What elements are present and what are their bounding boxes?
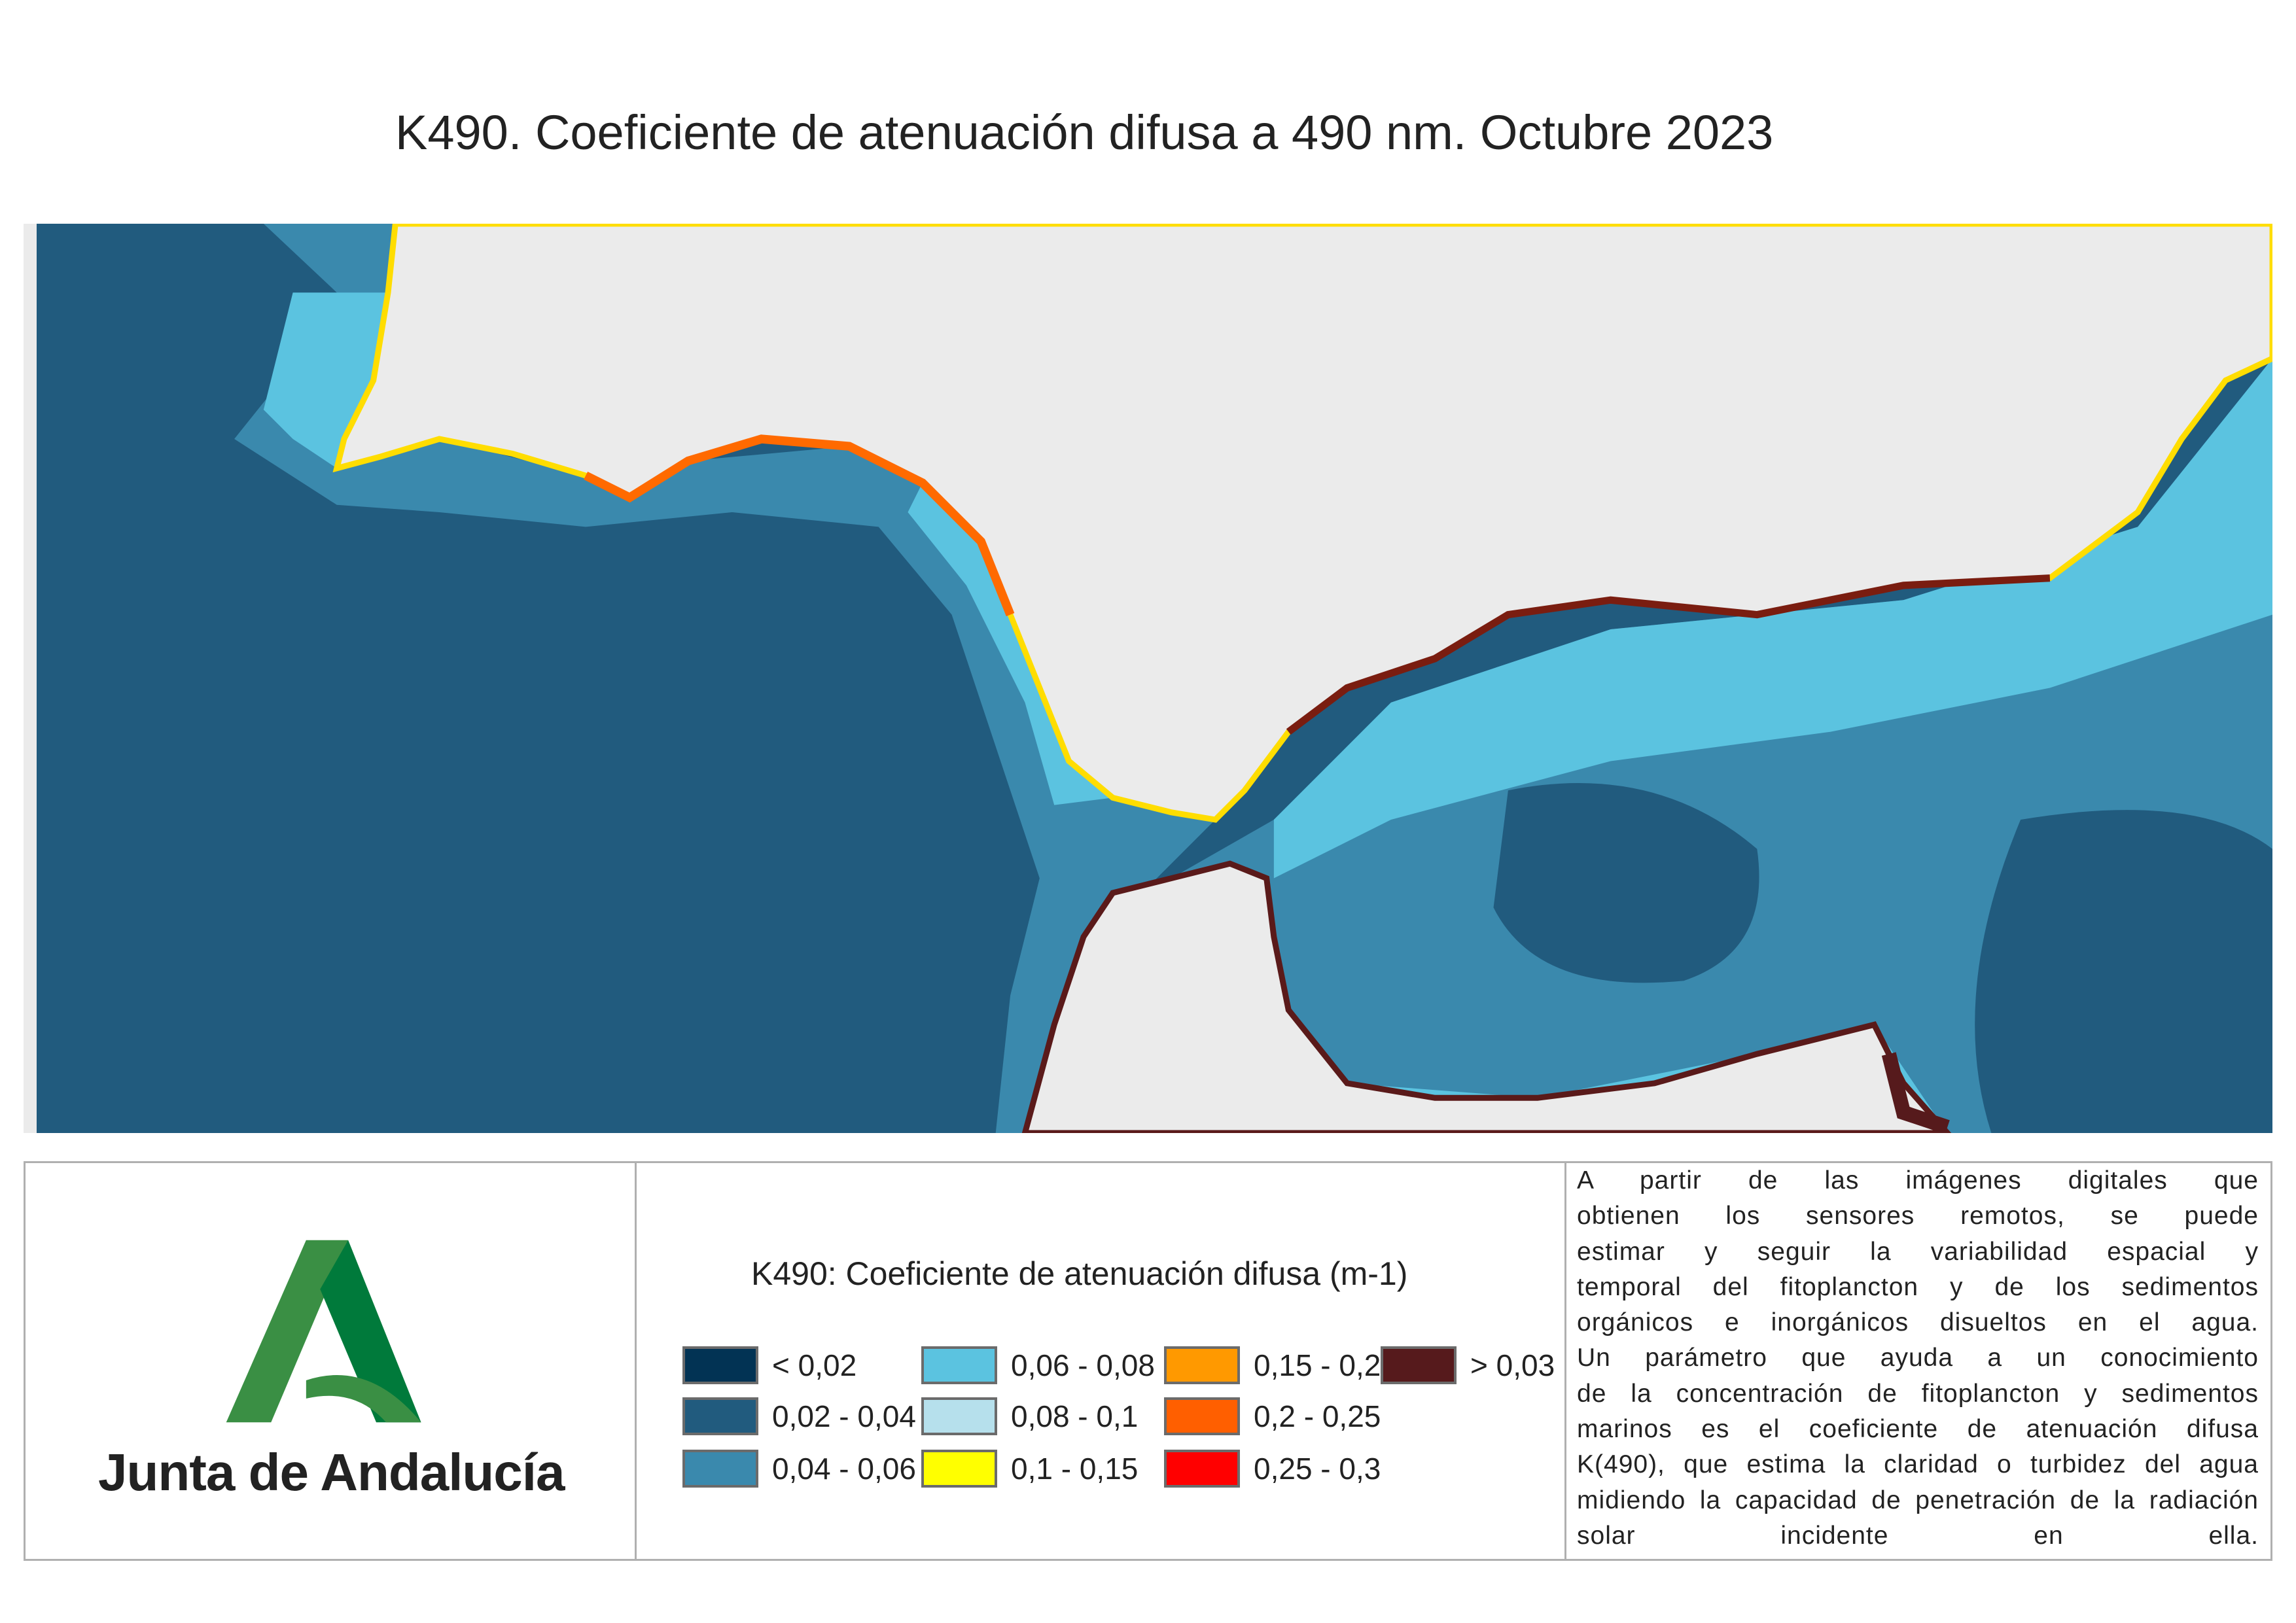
description-line: temporal del fitoplancton y de los sedim… [1577,1272,2259,1301]
description-line: estimar y seguir la variabilidad espacia… [1577,1237,2259,1266]
legend-label: 0,08 - 0,1 [1011,1399,1139,1433]
turbid-coast [1286,574,2051,735]
legend-swatch [682,1450,758,1488]
shelf-region [1273,358,2272,879]
description-line: obtienen los sensores remotos, se puede [1577,1202,2259,1230]
description-line: marinos es el coeficiente de atenuación … [1577,1415,2259,1444]
legend-label: < 0,02 [772,1348,857,1382]
logo-text: Junta de Andalucía [98,1443,565,1501]
info-panel [24,1161,2272,1561]
map-title: K490. Coeficiente de atenuación difusa a… [395,105,1774,160]
legend-label: 0,02 - 0,04 [772,1399,916,1433]
deep-patch [1493,783,1759,983]
legend-swatch [1164,1450,1240,1488]
map-canvas [37,224,2272,1133]
legend-label: 0,15 - 0,2 [1254,1348,1381,1382]
shelf-region [263,292,389,468]
legend-label: 0,06 - 0,08 [1011,1348,1155,1382]
divider [1564,1163,1566,1559]
legend-swatch [1164,1346,1240,1384]
legend-swatch [921,1450,997,1488]
turbid-coast [1881,1052,1950,1133]
land-north [332,224,2272,823]
legend-swatch [921,1397,997,1435]
description-text: A partir de las imágenes digitales que o… [1577,1163,2259,1554]
legend-label: 0,2 - 0,25 [1254,1399,1381,1433]
shelf-region [908,483,1113,805]
junta-logo-icon [226,1240,421,1423]
description-line: A partir de las imágenes digitales que [1577,1166,2259,1195]
legend-swatch [1381,1346,1457,1384]
legend-label: > 0,03 [1470,1348,1555,1382]
legend-swatch [682,1346,758,1384]
description-line: Un parámetro que ayuda a un conocimiento [1577,1344,2259,1372]
description-line: orgánicos e inorgánicos disueltos en el … [1577,1308,2259,1337]
land-south [1021,860,1952,1133]
legend-label: 0,25 - 0,3 [1254,1452,1381,1486]
legend-swatch [1164,1397,1240,1435]
divider [635,1163,637,1559]
description-line: solar incidente en ella. [1577,1521,2259,1550]
legend-title: K490: Coeficiente de atenuación difusa (… [751,1255,1408,1292]
description-line: midiendo la capacidad de penetración de … [1577,1486,2259,1514]
legend-label: 0,04 - 0,06 [772,1452,916,1486]
deep-patch [1975,810,2272,1133]
description-line: K(490), que estima la claridad o turbide… [1577,1450,2259,1479]
legend-swatch [682,1397,758,1435]
legend-swatch [921,1346,997,1384]
turbid-coast [584,434,1015,617]
legend-label: 0,1 - 0,15 [1011,1452,1139,1486]
k490-map [24,224,2272,1133]
description-line: de la concentración de fitoplancton y se… [1577,1379,2259,1408]
